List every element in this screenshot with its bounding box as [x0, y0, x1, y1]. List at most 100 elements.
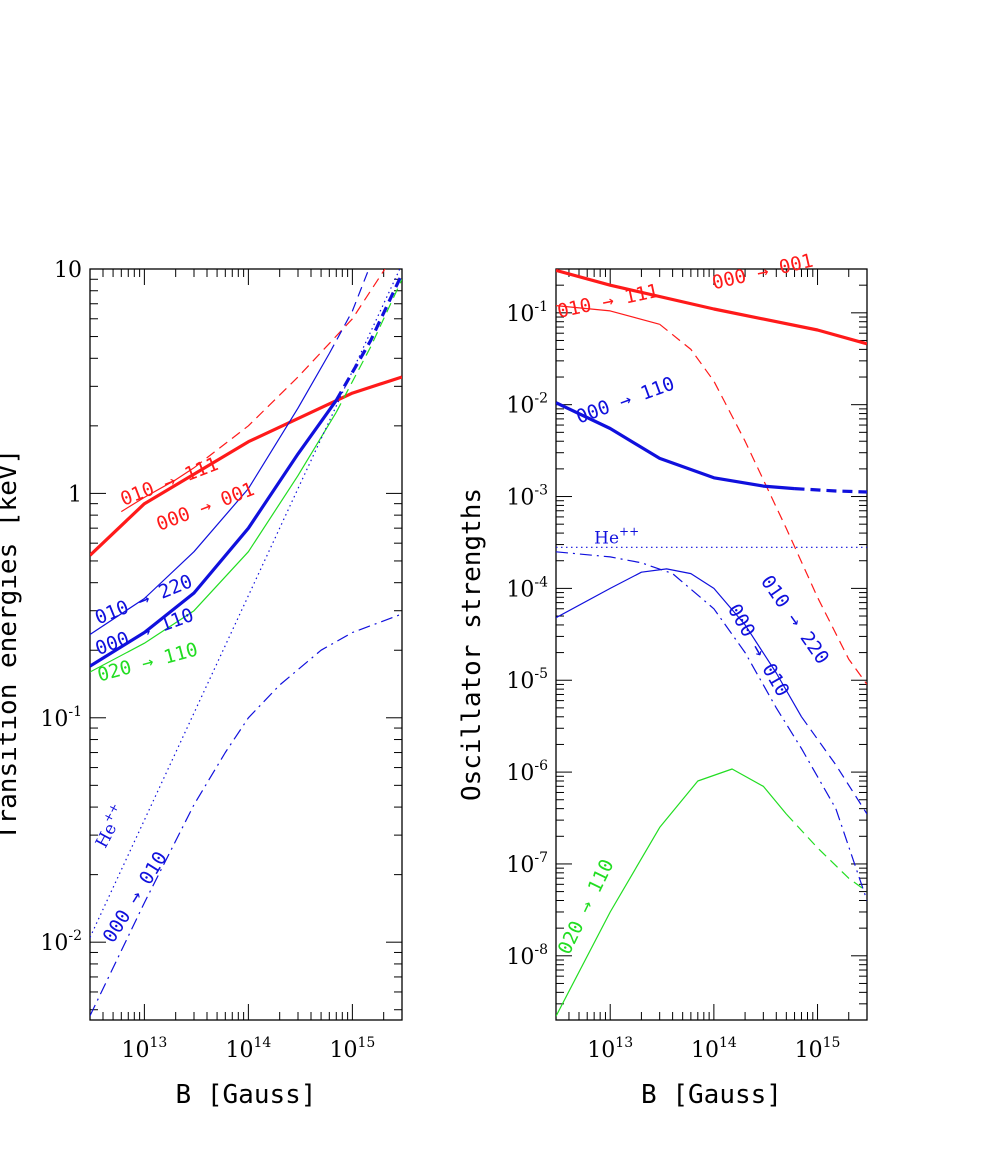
- axis-ticks: [89, 268, 403, 1020]
- series-line-6: [334, 273, 402, 402]
- y-tick-label-exponent: -3: [534, 483, 548, 499]
- y-axis-title: Transition energies [keV]: [0, 449, 23, 840]
- y-axis-title: Oscillator strengths: [457, 488, 487, 801]
- series-line-6: [556, 568, 803, 718]
- x-tick-label: 1015: [795, 1035, 841, 1063]
- x-tick-label: 1014: [225, 1035, 271, 1063]
- x-tick-label-exponent: 13: [149, 1035, 167, 1051]
- y-tick-label-mantissa: 10: [506, 577, 534, 602]
- y-tick-label: 10-6: [506, 758, 548, 786]
- x-tick-label-mantissa: 10: [691, 1038, 719, 1063]
- series-line-4: [328, 269, 370, 354]
- y-tick-label-mantissa: 10: [506, 761, 534, 786]
- x-tick-label-mantissa: 10: [795, 1038, 823, 1063]
- he-label: He++: [594, 524, 639, 548]
- x-tick-label-exponent: 14: [719, 1035, 737, 1051]
- x-axis-title: B [Gauss]: [641, 1080, 782, 1110]
- y-tick-label-exponent: -4: [534, 574, 548, 590]
- curves: [90, 269, 402, 1017]
- y-tick-label-mantissa: 10: [506, 394, 534, 419]
- label-superscript: ++: [619, 524, 639, 538]
- y-tick-label-exponent: -2: [534, 391, 548, 407]
- y-tick-label: 10-5: [506, 666, 548, 694]
- y-tick-label-exponent: -8: [534, 942, 548, 958]
- x-tick-label-mantissa: 10: [225, 1038, 253, 1063]
- y-tick-label: 1: [68, 482, 82, 507]
- y-tick-label-exponent: -1: [534, 299, 548, 315]
- y-tick-label: 10-2: [506, 391, 548, 419]
- x-tick-label: 1013: [121, 1035, 167, 1063]
- label-text: 010 → 111: [555, 280, 660, 323]
- x-tick-label-mantissa: 10: [587, 1038, 615, 1063]
- series-line-1: [120, 467, 195, 513]
- x-axis-title: B [Gauss]: [176, 1080, 317, 1110]
- plot-frame: [555, 268, 868, 1021]
- series-line-2: [659, 323, 867, 685]
- label-text: 000 → 110: [573, 373, 677, 429]
- y-tick-label: 10-3: [506, 483, 548, 511]
- y-tick-label-exponent: -5: [534, 666, 548, 682]
- series-line-5: [90, 399, 338, 668]
- y-tick-label-exponent: -2: [68, 928, 82, 944]
- label-text: He: [594, 528, 619, 548]
- y-tick-label: 10-1: [40, 704, 82, 732]
- series-line-3: [90, 353, 330, 636]
- series-line-8: [556, 551, 867, 901]
- y-tick-label: 10-8: [506, 942, 548, 970]
- y-tick-label-mantissa: 10: [506, 486, 534, 511]
- y-tick-label-mantissa: 1: [68, 482, 82, 507]
- transition-label: 010 → 111: [555, 280, 660, 323]
- x-tick-label-exponent: 13: [615, 1035, 633, 1051]
- y-tick-label-mantissa: 10: [506, 669, 534, 694]
- x-tick-label: 1014: [691, 1035, 737, 1063]
- transition-label: 000 → 001: [710, 250, 815, 295]
- y-tick-label-mantissa: 10: [54, 258, 82, 283]
- series-line-4: [794, 487, 867, 494]
- series-line-10: [785, 813, 867, 893]
- oscillator-strengths-panel: 1013 1014 101510-110-210-310-410-510-610-7…: [457, 250, 868, 1110]
- transition-label: 020 → 110: [554, 856, 619, 958]
- plot-frame: [89, 268, 403, 1021]
- y-tick-label-mantissa: 10: [506, 302, 534, 327]
- series-line-9: [556, 768, 787, 1017]
- transition-label: 000 → 110: [573, 373, 677, 429]
- y-tick-label-mantissa: 10: [506, 945, 534, 970]
- label-text: He: [92, 820, 121, 851]
- y-tick-label-exponent: -7: [534, 850, 548, 866]
- x-tick-label-exponent: 14: [253, 1035, 271, 1051]
- series-line-10: [90, 613, 402, 1017]
- series-line-0: [90, 375, 402, 557]
- curves: [556, 269, 867, 1017]
- series-line-9: [90, 269, 401, 938]
- transition-label: 000 → 010: [99, 848, 172, 947]
- series-line-1: [556, 305, 660, 325]
- series-line-8: [335, 279, 402, 413]
- y-tick-label-exponent: -1: [68, 704, 82, 720]
- x-tick-label-exponent: 15: [823, 1035, 841, 1051]
- y-tick-label-exponent: -6: [534, 758, 548, 774]
- x-tick-label-exponent: 15: [357, 1035, 375, 1051]
- y-tick-label-mantissa: 10: [40, 931, 68, 956]
- axis-ticks: [555, 268, 868, 1021]
- series-line-3: [556, 401, 795, 491]
- x-tick-label: 1013: [587, 1035, 633, 1063]
- x-tick-label-mantissa: 10: [329, 1038, 357, 1063]
- x-tick-label: 1015: [329, 1035, 375, 1063]
- y-tick-label-mantissa: 10: [506, 853, 534, 878]
- series-line-7: [801, 716, 867, 815]
- y-tick-label: 10-7: [506, 850, 548, 878]
- y-tick-label-mantissa: 10: [40, 707, 68, 732]
- y-tick-label: 10-2: [40, 928, 82, 956]
- series-line-0: [556, 269, 867, 346]
- he-label: He++: [88, 800, 130, 851]
- label-text: 020 → 110: [554, 856, 619, 958]
- label-text: 000 → 010: [99, 848, 172, 947]
- x-tick-label-mantissa: 10: [121, 1038, 149, 1063]
- series-line-7: [90, 411, 337, 673]
- label-text: 000 → 001: [710, 250, 815, 295]
- y-tick-label: 10: [54, 258, 82, 283]
- y-tick-label: 10-1: [506, 299, 548, 327]
- y-tick-label: 10-4: [506, 574, 548, 602]
